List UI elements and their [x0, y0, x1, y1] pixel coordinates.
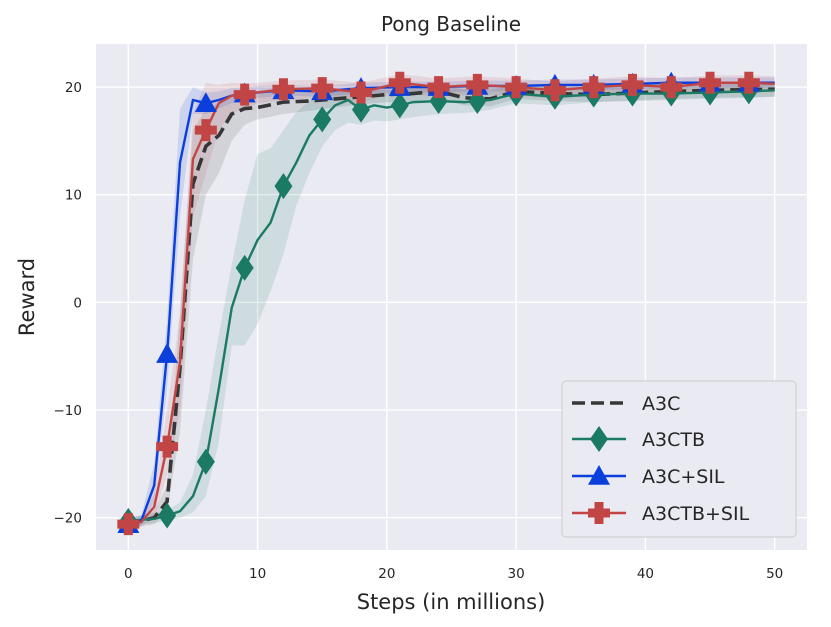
y-tick-label: 20	[65, 80, 82, 96]
tick-labels: 0 10 20 30 40 50 −20 −10 0 10 20	[54, 80, 784, 582]
x-tick-label: 30	[508, 566, 525, 582]
legend-label-a3c-sil: A3C+SIL	[642, 466, 725, 488]
y-axis-label: Reward	[15, 258, 39, 336]
marker-a3ctb-sil	[233, 83, 256, 106]
marker-a3ctb-sil	[505, 76, 528, 99]
marker-a3ctb-sil	[699, 71, 722, 94]
marker-a3ctb	[313, 106, 332, 133]
x-tick-label: 20	[378, 566, 395, 582]
band-a3ctb-sil	[128, 74, 775, 529]
y-tick-label: 0	[73, 295, 82, 311]
confidence-bands	[128, 74, 775, 529]
legend-marker-a3ctb-sil	[588, 502, 610, 524]
legend-label-a3c: A3C	[642, 393, 680, 415]
x-tick-label: 40	[637, 566, 654, 582]
marker-a3ctb-sil	[388, 71, 411, 94]
marker-a3ctb-sil	[350, 81, 373, 104]
x-axis-label: Steps (in millions)	[357, 590, 546, 614]
y-tick-label: −20	[54, 511, 83, 527]
marker-a3ctb-sil	[117, 513, 140, 536]
marker-a3ctb-sil	[156, 435, 179, 458]
marker-a3ctb-sil	[427, 76, 450, 99]
marker-a3ctb-sil	[543, 79, 566, 102]
marker-a3ctb-sil	[737, 71, 760, 94]
legend-label-a3ctb-sil: A3CTB+SIL	[642, 503, 750, 525]
marker-a3ctb	[196, 448, 215, 475]
marker-a3ctb-sil	[466, 73, 489, 96]
band-a3ctb	[128, 83, 775, 525]
legend-frame	[561, 380, 797, 538]
legend: A3C A3CTB A3C+SIL A3CTB+SIL	[561, 380, 797, 538]
marker-a3ctb	[274, 173, 293, 200]
x-tick-label: 50	[766, 566, 783, 582]
series-markers	[117, 71, 760, 536]
marker-a3ctb-sil	[272, 78, 295, 101]
marker-a3ctb-sil	[621, 73, 644, 96]
y-tick-label: −10	[54, 403, 83, 419]
marker-a3ctb-sil	[311, 77, 334, 100]
marker-a3ctb-sil	[582, 76, 605, 99]
legend-marker-a3ctb	[590, 426, 608, 452]
line-a3ctb	[128, 89, 775, 523]
legend-marker-a3c-sil	[588, 465, 610, 485]
chart-title: Pong Baseline	[381, 12, 521, 36]
y-tick-label: 10	[65, 188, 82, 204]
marker-a3ctb-sil	[660, 76, 683, 99]
marker-a3c-sil	[156, 343, 179, 363]
marker-a3c-sil	[194, 92, 217, 113]
marker-a3ctb	[390, 92, 409, 119]
x-tick-label: 0	[124, 566, 133, 582]
marker-a3ctb	[158, 502, 177, 529]
x-tick-label: 10	[249, 566, 266, 582]
marker-a3ctb-sil	[194, 119, 217, 142]
legend-label-a3ctb: A3CTB	[642, 429, 705, 451]
marker-a3ctb	[235, 254, 254, 281]
